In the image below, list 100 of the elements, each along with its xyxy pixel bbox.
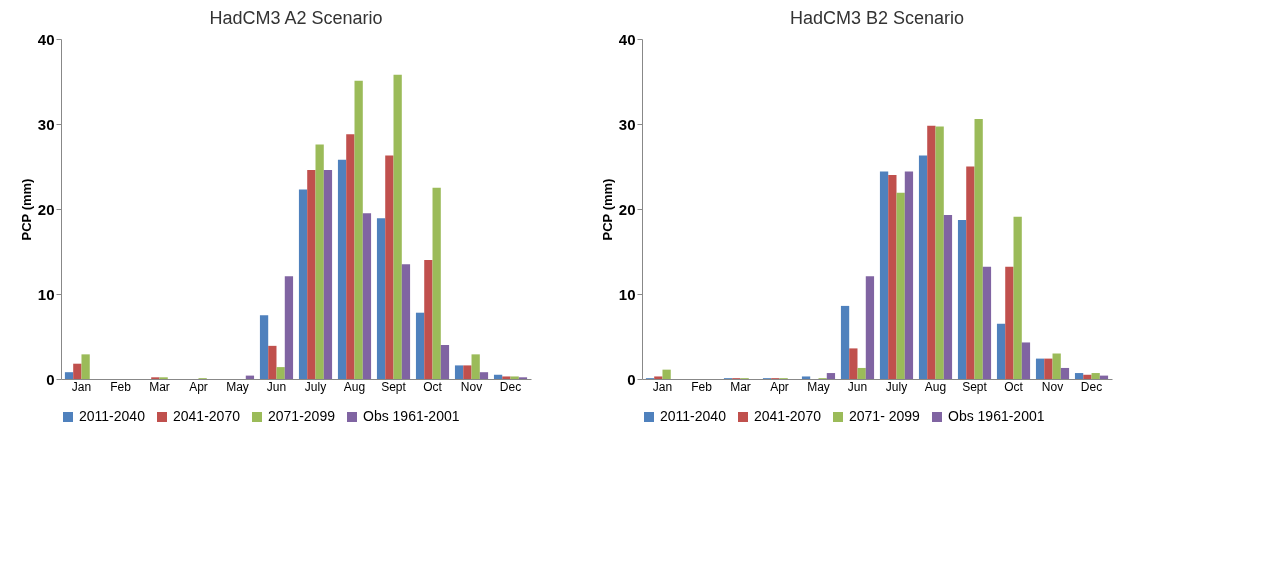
x-tick-label: Apr xyxy=(189,379,208,394)
bar xyxy=(81,354,90,379)
bar xyxy=(801,376,811,379)
bar xyxy=(662,369,671,379)
legend-label: 2041-2070 xyxy=(754,408,822,424)
bar xyxy=(510,376,519,379)
x-tick-label: July xyxy=(304,379,327,394)
bar xyxy=(259,315,269,379)
bar xyxy=(865,276,875,379)
chart-title: HadCM3 B2 Scenario xyxy=(789,8,965,28)
x-tick-label: Aug xyxy=(343,379,366,394)
bar xyxy=(493,374,503,379)
bar xyxy=(1074,373,1084,379)
x-tick-label: Jun xyxy=(266,379,287,394)
x-tick-label: Dec xyxy=(1080,379,1103,394)
x-tick-label: May xyxy=(807,379,830,394)
bar xyxy=(927,125,936,379)
bar xyxy=(857,367,866,379)
bar xyxy=(298,189,308,379)
x-tick-label: Dec xyxy=(499,379,522,394)
bar xyxy=(385,155,394,379)
y-tick-label: 30 xyxy=(37,115,55,133)
x-tick-label: Jun xyxy=(847,379,868,394)
x-tick-label: Sept xyxy=(962,379,988,394)
bar xyxy=(307,169,316,379)
bar xyxy=(346,134,355,379)
bar xyxy=(896,192,905,379)
y-tick-label: 40 xyxy=(618,30,636,48)
x-tick-label: Sept xyxy=(381,379,407,394)
bar xyxy=(432,187,441,379)
y-tick-label: 0 xyxy=(627,370,636,388)
bar xyxy=(1052,353,1061,379)
x-tick-label: Oct xyxy=(1004,379,1024,394)
bar xyxy=(974,118,983,379)
bar xyxy=(315,144,324,379)
x-tick-label: Feb xyxy=(691,379,713,394)
legend-label: 2011-2040 xyxy=(660,408,727,424)
y-tick-label: 10 xyxy=(37,285,55,303)
bar xyxy=(323,169,333,379)
bar xyxy=(502,376,511,379)
bar xyxy=(479,372,489,379)
bar xyxy=(918,155,928,379)
chart-title: HadCM3 A2 Scenario xyxy=(209,8,383,28)
bar xyxy=(1035,358,1045,379)
x-tick-label: Jan xyxy=(652,379,673,394)
legend-label: 2071- 2099 xyxy=(849,408,921,424)
bar xyxy=(337,159,347,379)
bar xyxy=(64,372,74,379)
y-axis-title: PCP (mm) xyxy=(18,178,34,241)
y-tick-label: 40 xyxy=(37,30,55,48)
bar xyxy=(840,305,850,379)
x-tick-label: Aug xyxy=(924,379,947,394)
bar xyxy=(471,354,480,379)
bar xyxy=(440,345,450,379)
bar xyxy=(393,74,402,379)
x-tick-label: May xyxy=(226,379,249,394)
y-tick-label: 20 xyxy=(618,200,636,218)
bar xyxy=(276,367,285,379)
x-tick-label: Nov xyxy=(1041,379,1064,394)
x-tick-label: Feb xyxy=(110,379,132,394)
y-axis-title: PCP (mm) xyxy=(599,178,615,241)
bar xyxy=(354,80,363,379)
bar xyxy=(415,312,425,379)
bar xyxy=(454,365,464,379)
bar xyxy=(935,126,944,379)
bar xyxy=(401,264,411,379)
bar xyxy=(1091,373,1100,379)
x-tick-label: Oct xyxy=(423,379,443,394)
legend-label: Obs 1961-2001 xyxy=(363,408,460,424)
bar xyxy=(424,260,433,379)
bar xyxy=(362,213,372,379)
bar xyxy=(1083,374,1092,379)
bar xyxy=(1013,216,1022,379)
legend-label: Obs 1961-2001 xyxy=(948,408,1045,424)
y-tick-label: 10 xyxy=(618,285,636,303)
bar xyxy=(1021,342,1031,379)
legend-label: 2071-2099 xyxy=(268,408,336,424)
bar xyxy=(268,345,277,379)
bar xyxy=(1005,266,1014,379)
bar xyxy=(1060,367,1070,379)
bar xyxy=(73,363,82,379)
y-tick-label: 20 xyxy=(37,200,55,218)
bar xyxy=(957,220,967,379)
legend-label: 2011-2040 xyxy=(79,408,146,424)
x-tick-label: Mar xyxy=(730,379,751,394)
x-tick-label: Jan xyxy=(71,379,92,394)
bar xyxy=(982,266,992,379)
bar xyxy=(654,376,663,379)
bar xyxy=(879,171,889,379)
x-tick-label: Mar xyxy=(149,379,170,394)
bar xyxy=(463,365,472,379)
bar xyxy=(376,218,386,379)
bar xyxy=(284,276,294,379)
bar xyxy=(943,214,953,379)
bar xyxy=(904,171,914,379)
bar xyxy=(849,348,858,379)
y-tick-label: 0 xyxy=(46,370,55,388)
x-tick-label: Nov xyxy=(460,379,483,394)
x-tick-label: July xyxy=(885,379,908,394)
y-tick-label: 30 xyxy=(618,115,636,133)
